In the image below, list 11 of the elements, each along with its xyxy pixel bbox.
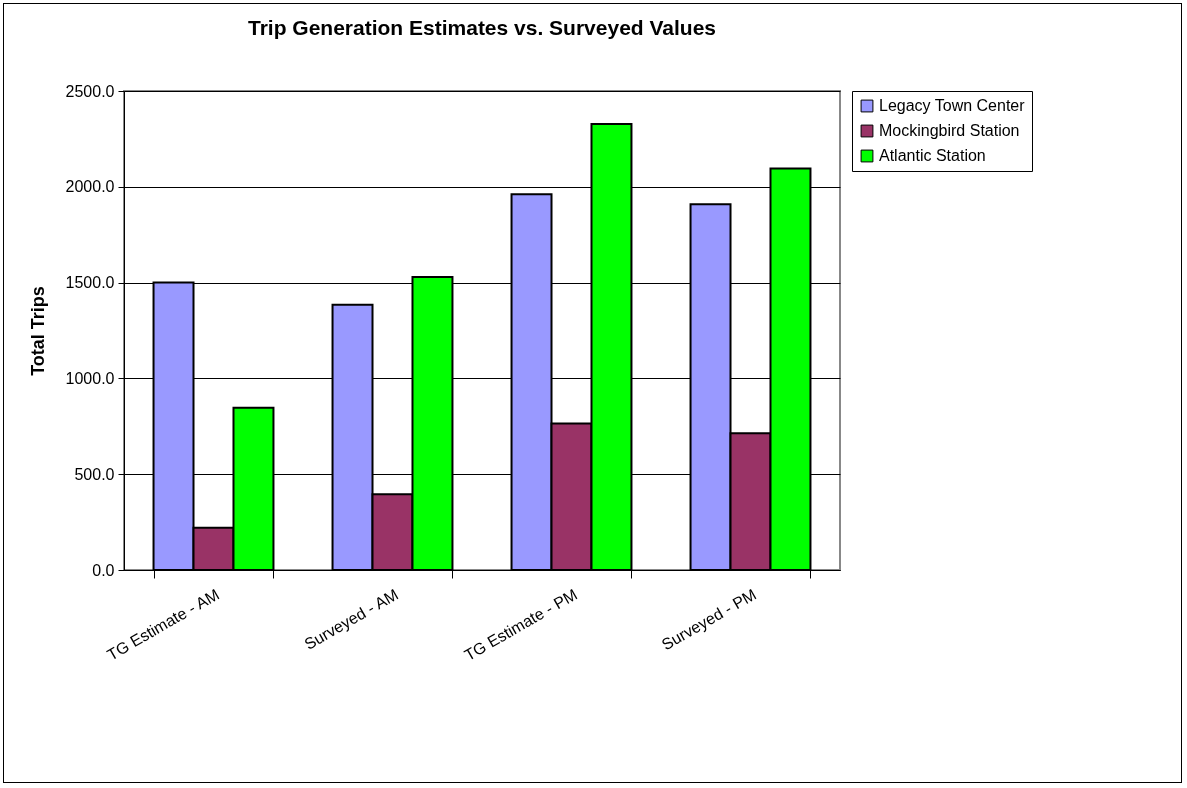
y-tick-label: 500.0	[74, 465, 115, 483]
y-tick-label: 1500.0	[65, 274, 115, 292]
legend-label: Mockingbird Station	[879, 122, 1020, 139]
legend-label: Atlantic Station	[879, 147, 986, 164]
y-tick-label: 1000.0	[65, 369, 115, 387]
chart-title: Trip Generation Estimates vs. Surveyed Values	[247, 16, 717, 39]
legend-label: Legacy Town Center	[879, 97, 1026, 114]
y-tick-label: 2000.0	[65, 178, 115, 196]
y-tick-label: 2500.0	[65, 82, 115, 100]
y-axis-title: Total Trips	[27, 286, 48, 376]
y-tick-label: 0.0	[92, 561, 115, 579]
